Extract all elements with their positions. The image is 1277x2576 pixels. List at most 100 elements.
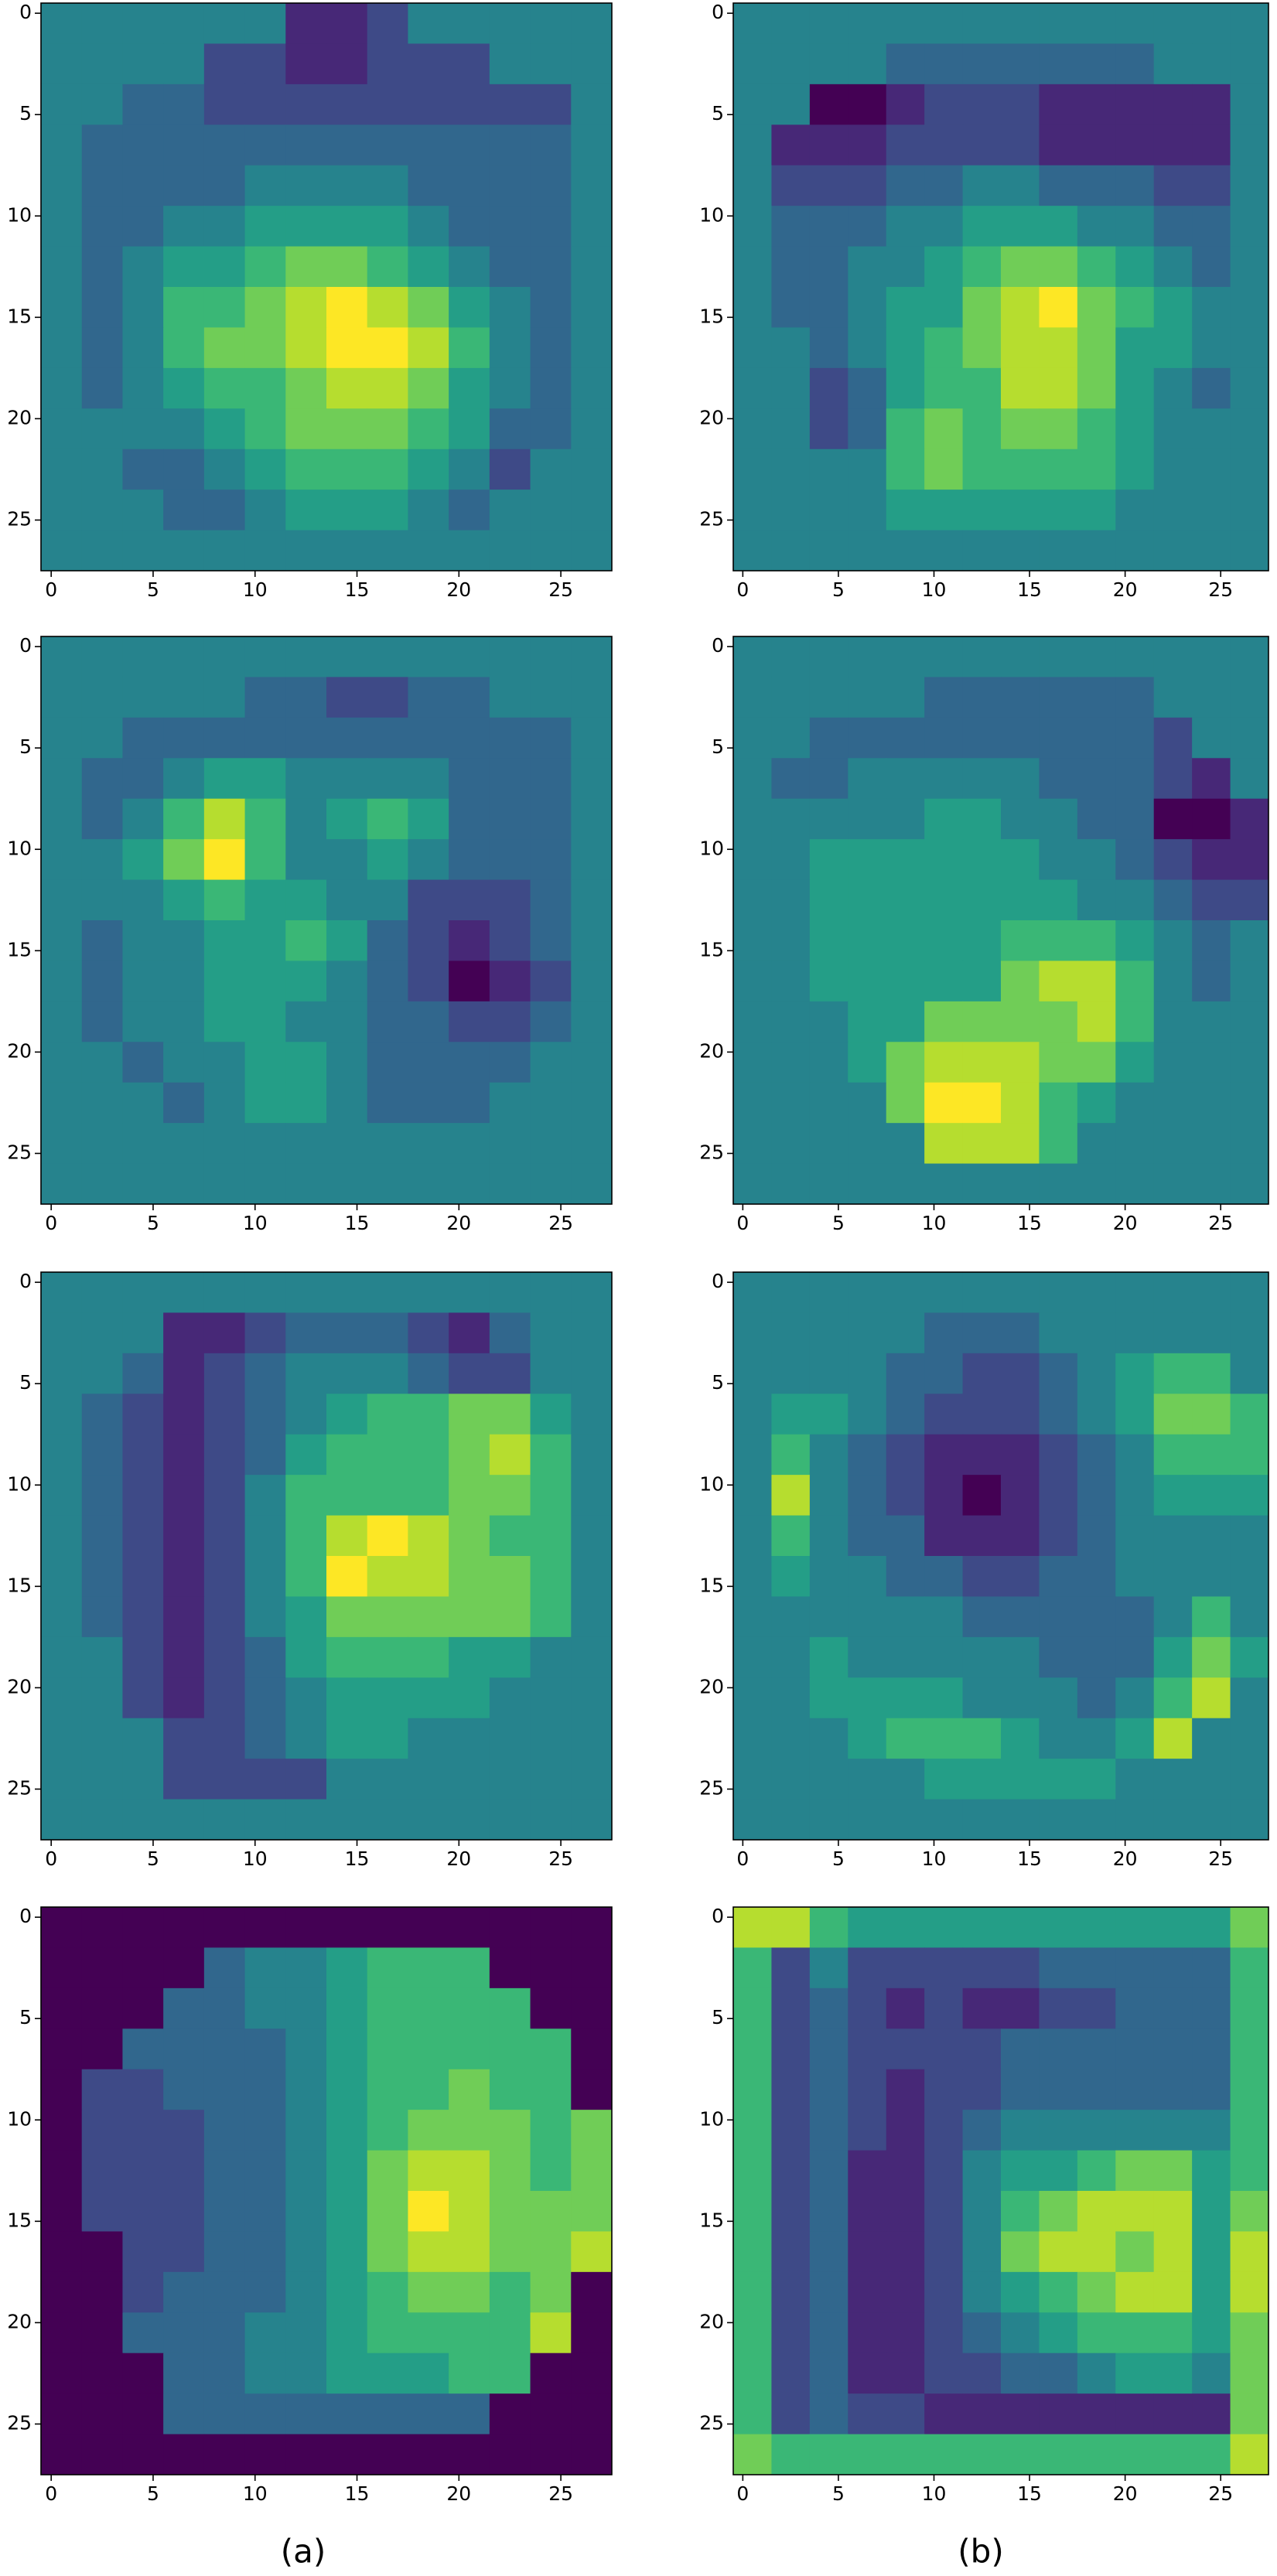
heatmap-cell xyxy=(1077,1759,1116,1800)
heatmap-cell xyxy=(122,1434,164,1476)
heatmap-cell xyxy=(367,1759,408,1800)
heatmap-cell xyxy=(449,1596,490,1638)
heatmap-cell xyxy=(809,1312,848,1354)
heatmap-cell xyxy=(1039,2393,1078,2435)
heatmap-cell xyxy=(1192,327,1231,369)
heatmap-cell xyxy=(285,367,327,409)
heatmap-cell xyxy=(1115,636,1155,677)
heatmap-cell xyxy=(1230,2353,1269,2394)
heatmap-cell xyxy=(886,2150,925,2192)
heatmap-cell xyxy=(1230,1475,1269,1517)
heatmap-cell xyxy=(244,798,286,840)
heatmap-cell xyxy=(408,636,449,677)
heatmap-cell xyxy=(886,287,925,328)
heatmap-cell xyxy=(848,1434,887,1476)
heatmap-cell xyxy=(489,1312,531,1354)
heatmap-cell xyxy=(924,1082,964,1124)
heatmap-cell xyxy=(41,43,83,85)
heatmap-cell xyxy=(163,125,205,166)
heatmap-cell xyxy=(285,1394,327,1435)
heatmap-cell xyxy=(285,1799,327,1841)
heatmap-cell xyxy=(244,125,286,166)
heatmap-cell xyxy=(163,2191,205,2232)
heatmap-cell xyxy=(733,1042,772,1083)
heatmap-cell xyxy=(1077,1596,1116,1638)
heatmap-cell xyxy=(1192,1759,1231,1800)
heatmap-cell xyxy=(449,408,490,450)
heatmap-cell xyxy=(163,1515,205,1557)
heatmap-cell xyxy=(1001,530,1040,571)
heatmap-cell xyxy=(571,43,613,85)
heatmap-cell xyxy=(1077,2434,1116,2475)
heatmap-cell xyxy=(1115,677,1155,718)
heatmap-cell xyxy=(1192,1947,1231,1989)
heatmap-cell xyxy=(924,530,964,571)
heatmap-cell xyxy=(41,677,83,718)
heatmap-cell xyxy=(809,287,848,328)
heatmap-cell xyxy=(41,2069,83,2110)
heatmap-cell xyxy=(163,1163,205,1205)
heatmap-cell xyxy=(244,1677,286,1719)
heatmap-cell xyxy=(848,1312,887,1354)
heatmap-cell xyxy=(1077,2150,1116,2192)
heatmap-cell xyxy=(203,2434,246,2475)
heatmap-cell xyxy=(408,1082,449,1124)
heatmap-cell xyxy=(163,879,205,921)
heatmap-cell xyxy=(367,1677,408,1719)
heatmap-cell xyxy=(571,1163,613,1205)
heatmap-cell xyxy=(449,165,490,206)
heatmap-cell xyxy=(571,1082,613,1124)
heatmap-cell xyxy=(809,1947,848,1989)
heatmap-cell xyxy=(924,1475,964,1517)
heatmap-cell xyxy=(733,1515,772,1557)
axes-frame xyxy=(40,636,613,1205)
heatmap-cell xyxy=(733,1394,772,1435)
heatmap-cell xyxy=(449,1475,490,1517)
heatmap-cell xyxy=(1153,1082,1193,1124)
heatmap-cell xyxy=(886,1163,925,1205)
heatmap-cell xyxy=(530,1272,572,1313)
heatmap-cell xyxy=(1001,3,1040,44)
heatmap-cell xyxy=(367,2191,408,2232)
heatmap-cell xyxy=(1077,2271,1116,2313)
x-tick-label: 5 xyxy=(147,2482,159,2505)
heatmap-cell xyxy=(367,1353,408,1394)
heatmap-cell xyxy=(771,43,811,85)
heatmap-cell xyxy=(924,1718,964,1759)
heatmap-cell xyxy=(489,1799,531,1841)
heatmap-cell xyxy=(367,1987,408,2029)
heatmap-cell xyxy=(285,960,327,1002)
heatmap-cell xyxy=(886,1515,925,1557)
heatmap-cell xyxy=(962,2110,1002,2151)
x-tick-label: 15 xyxy=(1017,2482,1042,2505)
y-tick-label: 15 xyxy=(699,1574,724,1596)
heatmap-cell xyxy=(326,879,368,921)
heatmap-cell xyxy=(1001,758,1040,800)
x-tick-label: 25 xyxy=(1208,578,1233,601)
heatmap-cell xyxy=(962,1677,1002,1719)
heatmap-cell xyxy=(489,1353,531,1394)
heatmap-cell xyxy=(771,1163,811,1205)
heatmap-cell xyxy=(244,2191,286,2232)
heatmap-cell xyxy=(886,490,925,531)
heatmap-cell xyxy=(1153,2393,1193,2435)
heatmap-cell xyxy=(733,3,772,44)
heatmap-cell xyxy=(1115,2312,1155,2354)
heatmap-cell xyxy=(1153,3,1193,44)
heatmap-cell xyxy=(122,1353,164,1394)
heatmap-cell xyxy=(367,530,408,571)
heatmap-cell xyxy=(163,2150,205,2192)
heatmap-cell xyxy=(1001,1907,1040,1948)
heatmap-cell xyxy=(285,1001,327,1042)
heatmap-cell xyxy=(163,920,205,961)
heatmap-cell xyxy=(449,1434,490,1476)
heatmap-cell xyxy=(203,246,246,288)
heatmap-cell xyxy=(1153,1272,1193,1313)
heatmap-cell xyxy=(122,2271,164,2313)
heatmap-cell xyxy=(163,1434,205,1476)
heatmap-cell xyxy=(530,1987,572,2029)
heatmap-cell xyxy=(1230,1987,1269,2029)
heatmap-cell xyxy=(1039,367,1078,409)
heatmap-cell xyxy=(571,490,613,531)
heatmap-cell xyxy=(285,1987,327,2029)
